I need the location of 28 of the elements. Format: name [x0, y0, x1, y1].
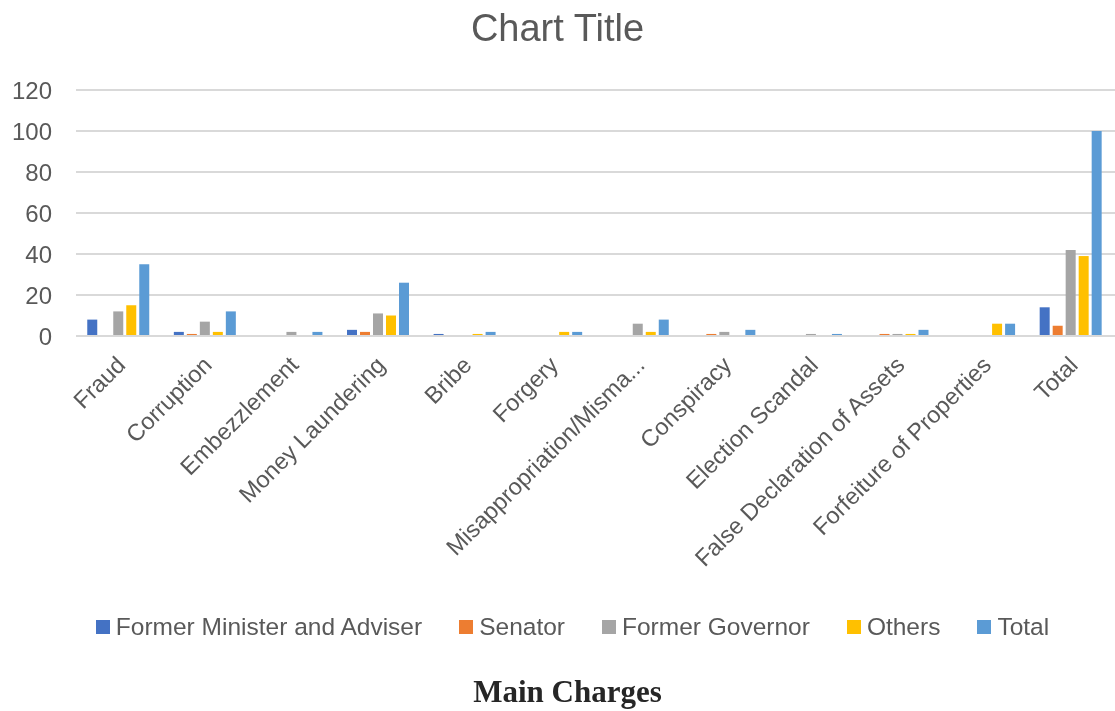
y-tick-label: 60 — [25, 199, 52, 227]
y-tick-label: 0 — [38, 322, 52, 350]
legend-label: Total — [997, 612, 1050, 642]
bar — [399, 282, 410, 336]
bar — [1078, 256, 1089, 336]
legend-label: Former Governor — [621, 612, 810, 642]
bar — [225, 311, 236, 336]
bar — [139, 264, 150, 336]
y-tick-label: 120 — [11, 76, 52, 104]
y-tick-label: 40 — [25, 240, 52, 268]
bar — [658, 319, 669, 336]
bar — [1065, 249, 1076, 336]
legend-label: Others — [866, 612, 941, 642]
chart-title: Chart Title — [469, 6, 646, 50]
bar — [87, 319, 98, 336]
legend-label: Former Minister and Adviser — [115, 612, 423, 642]
bar — [113, 311, 124, 336]
y-tick-label: 100 — [11, 117, 52, 145]
bar — [386, 315, 397, 336]
bar — [126, 305, 137, 336]
bar — [1091, 131, 1102, 336]
bar — [199, 321, 210, 336]
y-tick-label: 20 — [25, 281, 52, 309]
legend-label: Senator — [479, 612, 565, 642]
x-axis-title: Main Charges — [472, 674, 663, 710]
bar — [373, 313, 384, 336]
bar — [1039, 307, 1050, 336]
y-tick-label: 80 — [25, 158, 52, 186]
